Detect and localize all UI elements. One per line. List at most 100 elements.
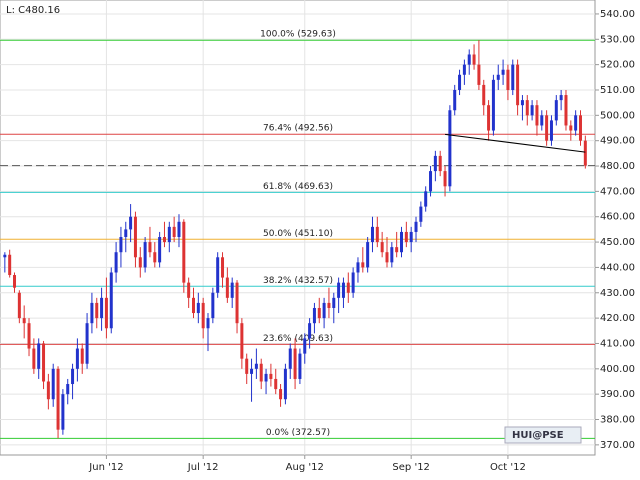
candle-body <box>501 69 505 75</box>
candle-body <box>148 242 152 253</box>
y-tick-label: 440.00 <box>600 262 635 273</box>
candle-body <box>119 237 123 253</box>
candle-body <box>104 297 108 329</box>
candle-body <box>46 381 50 400</box>
candle-body <box>42 343 46 382</box>
y-tick-label: 470.00 <box>600 186 635 197</box>
candle-body <box>32 348 36 369</box>
candle-body <box>433 155 437 172</box>
candle-body <box>274 378 278 390</box>
candle-body <box>100 297 104 319</box>
candle-body <box>254 363 258 369</box>
fib-label: 61.8% (469.63) <box>263 182 333 192</box>
candle-body <box>71 368 75 385</box>
watermark: HUI@PSE <box>512 430 564 441</box>
y-tick-label: 410.00 <box>600 338 635 349</box>
candle-body <box>530 105 534 116</box>
candle-body <box>554 100 558 121</box>
y-tick-label: 400.00 <box>600 364 635 375</box>
candle-body <box>196 302 200 314</box>
y-tick-label: 370.00 <box>600 440 635 451</box>
candle-body <box>370 226 374 243</box>
fib-label: 0.0% (372.57) <box>266 428 330 438</box>
candle-body <box>409 231 413 243</box>
fib-label: 100.0% (529.63) <box>260 30 336 40</box>
y-tick-label: 380.00 <box>600 415 635 426</box>
candle-body <box>95 302 99 319</box>
candle-body <box>559 95 563 101</box>
x-tick-label: Sep '12 <box>392 462 430 473</box>
candle-body <box>467 54 471 65</box>
candle-body <box>356 262 360 273</box>
candle-body <box>201 302 205 329</box>
candle-body <box>61 394 65 430</box>
candle-body <box>216 257 220 293</box>
candle-body <box>312 307 316 324</box>
candle-body <box>225 277 229 298</box>
candle-body <box>158 237 162 263</box>
watermark-box <box>504 426 582 444</box>
candle-body <box>574 115 578 131</box>
candle-body <box>569 125 573 131</box>
candle-body <box>511 64 515 90</box>
candle-body <box>288 348 292 369</box>
x-tick-label: Jun '12 <box>88 462 123 473</box>
candle-body <box>322 302 326 319</box>
candle-body <box>332 297 336 308</box>
candle-body <box>308 323 312 339</box>
candle-body <box>491 79 495 131</box>
fib-label: 50.0% (451.10) <box>263 229 333 239</box>
x-tick-label: Oct '12 <box>490 462 526 473</box>
candle-body <box>283 368 287 400</box>
y-tick-label: 420.00 <box>600 313 635 324</box>
candle-body <box>487 105 491 131</box>
candle-body <box>133 216 137 258</box>
candle-body <box>477 64 481 85</box>
candle-body <box>448 110 452 187</box>
candle-body <box>182 221 186 283</box>
candle-body <box>143 242 147 268</box>
candle-body <box>453 89 457 111</box>
candle-body <box>429 171 433 192</box>
y-tick-label: 390.00 <box>600 389 635 400</box>
candle-body <box>327 302 331 308</box>
candle-body <box>51 368 55 400</box>
fib-label: 38.2% (432.57) <box>263 276 333 286</box>
candle-body <box>583 140 587 166</box>
candle-body <box>549 120 553 141</box>
fib-label: 23.6% (409.63) <box>263 334 333 344</box>
candle-body <box>516 64 520 106</box>
plot-area <box>0 0 596 456</box>
y-tick-label: 460.00 <box>600 212 635 223</box>
candle-body <box>245 358 249 374</box>
candle-body <box>8 254 12 276</box>
candle-body <box>317 307 321 319</box>
candle-body <box>167 226 171 243</box>
candle-body <box>211 292 215 319</box>
y-tick-label: 520.00 <box>600 60 635 71</box>
y-tick-label: 530.00 <box>600 34 635 45</box>
candle-body <box>404 231 408 243</box>
x-tick-label: Aug '12 <box>286 462 324 473</box>
candle-body <box>351 272 355 293</box>
candle-body <box>540 115 544 126</box>
candle-body <box>85 323 89 364</box>
candle-body <box>124 229 128 238</box>
candle-body <box>109 272 113 329</box>
candle-body <box>578 115 582 141</box>
candle-body <box>37 343 41 369</box>
candle-body <box>80 348 84 364</box>
candle-body <box>221 257 225 278</box>
candle-body <box>506 69 510 90</box>
candle-body <box>250 368 254 374</box>
candle-body <box>366 242 370 268</box>
candle-body <box>385 252 389 263</box>
candle-body <box>346 282 350 293</box>
candle-body <box>419 206 423 222</box>
candle-body <box>337 282 341 298</box>
candle-body <box>400 231 404 253</box>
candle-body <box>269 373 273 379</box>
candle-body <box>462 64 466 75</box>
candle-body <box>27 323 31 349</box>
candle-body <box>545 115 549 141</box>
